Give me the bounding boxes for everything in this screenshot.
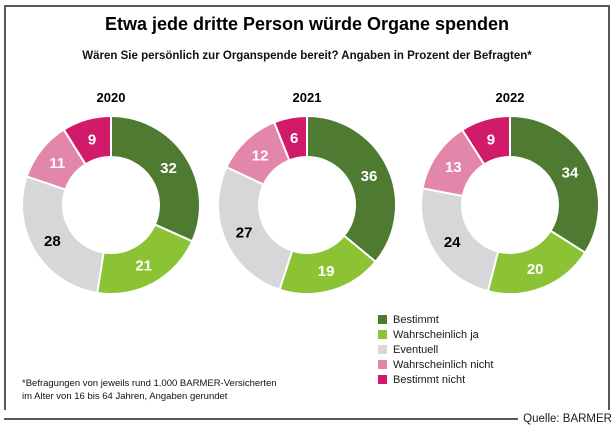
- segment-Bestimmt nicht: [62, 115, 112, 166]
- source-row: Quelle: BARMER: [4, 411, 612, 427]
- segment-Bestimmt: [306, 115, 398, 263]
- value-label-Bestimmt: 34: [562, 164, 579, 181]
- value-label-Bestimmt: 36: [361, 168, 378, 185]
- legend-swatch-icon: [378, 315, 387, 324]
- legend-swatch-icon: [378, 375, 387, 384]
- legend-item: Wahrscheinlich ja: [378, 328, 493, 341]
- segment-Eventuell: [217, 166, 294, 291]
- source-label: Quelle: BARMER: [523, 413, 612, 425]
- legend-swatch-icon: [378, 330, 387, 339]
- value-label-Bestimmt nicht: 6: [290, 130, 298, 147]
- segment-Eventuell: [420, 187, 500, 293]
- value-label-Bestimmt nicht: 9: [88, 132, 96, 149]
- value-label-Wahrscheinlich nicht: 11: [49, 155, 65, 172]
- legend-label: Bestimmt nicht: [393, 373, 466, 386]
- legend-swatch-icon: [378, 345, 387, 354]
- year-label: 2020: [96, 90, 126, 105]
- footnote-line-1: *Befragungen von jeweils rund 1.000 BARM…: [22, 378, 277, 389]
- legend-label: Wahrscheinlich nicht: [393, 358, 494, 371]
- value-label-Bestimmt nicht: 9: [487, 132, 495, 149]
- footnote: *Befragungen von jeweils rund 1.000 BARM…: [22, 377, 277, 404]
- value-label-Wahrscheinlich nicht: 13: [445, 159, 462, 176]
- segment-Bestimmt nicht: [461, 115, 511, 166]
- value-label-Wahrscheinlich nicht: 12: [252, 148, 269, 165]
- value-label-Wahrscheinlich ja: 19: [318, 263, 335, 280]
- segment-Eventuell: [21, 175, 105, 294]
- donut-svg-2022: 34 20 24 13 9: [420, 115, 600, 295]
- year-label: 2021: [292, 90, 322, 105]
- footnote-line-2: im Alter von 16 bis 64 Jahren, Angaben g…: [22, 391, 228, 403]
- segment-Bestimmt: [509, 115, 600, 254]
- segment-Bestimmt nicht: [273, 115, 308, 162]
- legend-item: Wahrscheinlich nicht: [378, 358, 494, 371]
- value-label-Eventuell: 28: [44, 233, 61, 250]
- legend-label: Eventuell: [393, 343, 439, 356]
- value-label-Eventuell: 27: [236, 225, 253, 242]
- page-title: Etwa jede dritte Person würde Organe spe…: [104, 14, 510, 34]
- value-label-Wahrscheinlich ja: 21: [135, 258, 152, 275]
- chart-legend: Bestimmt Wahrscheinlich ja Eventuell Wahrsc…: [378, 313, 494, 386]
- donut-svg-2021: 36 19 27 12 6: [217, 115, 398, 295]
- legend-label: Bestimmt: [393, 313, 439, 326]
- year-label: 2022: [495, 90, 525, 105]
- donut-chart-2020: 2020 32 21 28 11 9: [21, 90, 201, 300]
- segment-Bestimmt: [110, 115, 201, 243]
- legend-item: Bestimmt: [378, 313, 493, 326]
- donut-chart-2021: 2021 36 19 27 12 6: [217, 90, 398, 300]
- legend-label: Wahrscheinlich ja: [393, 328, 479, 341]
- chart-subtitle: Wären Sie persönlich zur Organspende ber…: [82, 50, 532, 62]
- legend-item: Eventuell: [378, 343, 493, 356]
- value-label-Bestimmt: 32: [160, 160, 177, 177]
- legend-swatch-icon: [378, 360, 387, 369]
- bottom-rule: [4, 418, 519, 420]
- value-label-Wahrscheinlich ja: 20: [527, 261, 544, 278]
- legend-item: Bestimmt nicht: [378, 373, 493, 386]
- donut-svg-2020: 32 21 28 11 9: [21, 115, 201, 295]
- donut-chart-2022: 2022 34 20 24 13 9: [420, 90, 600, 300]
- value-label-Eventuell: 24: [444, 234, 461, 251]
